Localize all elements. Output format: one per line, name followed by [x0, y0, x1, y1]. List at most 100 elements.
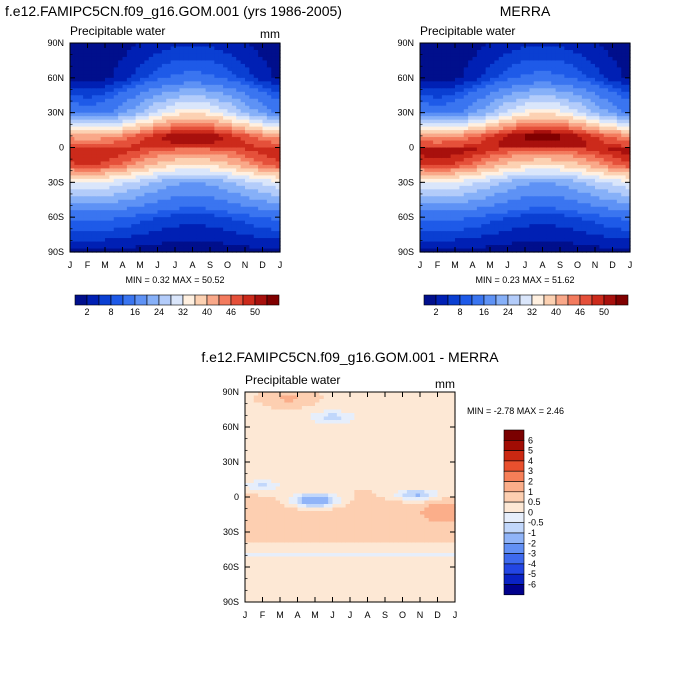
- heatmap-cell: [262, 43, 268, 48]
- heatmap-cell: [74, 140, 80, 145]
- heatmap-cell: [214, 102, 220, 107]
- heatmap-cell: [424, 88, 430, 93]
- heatmap-cell: [433, 126, 439, 131]
- heatmap-cell: [166, 241, 172, 246]
- heatmap-cell: [227, 77, 233, 82]
- heatmap-cell: [205, 144, 211, 149]
- heatmap-cell: [503, 81, 509, 86]
- heatmap-cell: [485, 91, 491, 96]
- heatmap-cell: [157, 168, 163, 173]
- heatmap-cell: [148, 130, 154, 135]
- heatmap-cell: [122, 46, 128, 51]
- heatmap-cell: [91, 88, 97, 93]
- heatmap-cell: [450, 182, 456, 187]
- heatmap-cell: [188, 137, 194, 142]
- heatmap-cell: [83, 49, 89, 55]
- heatmap-cell: [511, 43, 517, 48]
- heatmap-cell: [485, 98, 491, 103]
- heatmap-cell: [542, 63, 548, 68]
- heatmap-cell: [78, 164, 84, 169]
- heatmap-cell: [78, 234, 84, 239]
- heatmap-cell: [192, 213, 198, 218]
- heatmap-cell: [183, 102, 189, 107]
- heatmap-cell: [507, 231, 513, 236]
- heatmap-cell: [87, 227, 93, 232]
- heatmap-cell: [192, 77, 198, 82]
- heatmap-cell: [420, 130, 425, 135]
- heatmap-cell: [105, 227, 110, 232]
- colorbar-swatch: [146, 294, 160, 306]
- heatmap-cell: [485, 168, 491, 173]
- heatmap-cell: [131, 91, 137, 96]
- heatmap-cell: [91, 175, 97, 180]
- heatmap-cell: [153, 147, 159, 152]
- heatmap-cell: [485, 49, 491, 55]
- heatmap-cell: [428, 196, 434, 201]
- heatmap-cell: [91, 91, 97, 96]
- heatmap-cell: [175, 77, 180, 82]
- heatmap-cell: [153, 46, 159, 51]
- heatmap-cell: [144, 185, 150, 190]
- heatmap-cell: [463, 67, 469, 72]
- heatmap-cell: [201, 105, 207, 110]
- heatmap-cell: [218, 46, 224, 51]
- heatmap-cell: [188, 217, 194, 222]
- heatmap-cell: [498, 178, 504, 183]
- heatmap-cell: [100, 224, 106, 229]
- heatmap-cell: [271, 248, 277, 253]
- heatmap-cell: [240, 56, 246, 62]
- heatmap-cell: [511, 182, 517, 187]
- heatmap-cell: [157, 238, 163, 243]
- heatmap-cell: [551, 84, 557, 89]
- heatmap-cell: [253, 175, 259, 180]
- heatmap-cell: [249, 102, 255, 107]
- heatmap-cell: [231, 245, 237, 250]
- heatmap-cell: [170, 234, 176, 239]
- heatmap-cell: [538, 116, 544, 121]
- heatmap-cell: [74, 150, 80, 156]
- heatmap-cell: [551, 210, 557, 215]
- heatmap-cell: [131, 126, 137, 131]
- heatmap-cell: [258, 43, 264, 48]
- heatmap-cell: [266, 196, 272, 201]
- heatmap-cell: [424, 164, 430, 169]
- heatmap-cell: [546, 189, 552, 194]
- heatmap-cell: [210, 43, 215, 48]
- heatmap-cell: [223, 206, 229, 211]
- heatmap-cell: [227, 126, 233, 131]
- heatmap-cell: [161, 84, 167, 89]
- heatmap-cell: [118, 77, 124, 82]
- heatmap-cell: [481, 150, 487, 156]
- heatmap-cell: [253, 192, 259, 197]
- heatmap-cell: [144, 168, 150, 173]
- heatmap-cell: [205, 81, 211, 86]
- heatmap-cell: [437, 140, 443, 145]
- heatmap-cell: [525, 105, 530, 110]
- heatmap-cell: [192, 150, 198, 156]
- heatmap-cell: [481, 119, 487, 124]
- heatmap-cell: [481, 196, 487, 201]
- heatmap-cell: [420, 220, 425, 225]
- heatmap-cell: [91, 185, 97, 190]
- heatmap-cell: [126, 161, 132, 166]
- heatmap-cell: [153, 199, 159, 204]
- heatmap-cell: [183, 231, 189, 236]
- heatmap-cell: [498, 81, 504, 86]
- heatmap-cell: [249, 91, 255, 96]
- heatmap-cell: [161, 196, 167, 201]
- heatmap-cell: [516, 196, 522, 201]
- heatmap-cell: [161, 227, 167, 232]
- heatmap-cell: [538, 234, 544, 239]
- heatmap-cell: [450, 171, 456, 176]
- heatmap-cell: [122, 60, 128, 65]
- heatmap-cell: [490, 210, 495, 215]
- heatmap-cell: [118, 46, 124, 51]
- heatmap-cell: [236, 234, 242, 239]
- heatmap-cell: [135, 224, 141, 229]
- heatmap-cell: [450, 199, 456, 204]
- heatmap-cell: [262, 154, 268, 159]
- heatmap-cell: [231, 102, 237, 107]
- heatmap-cell: [135, 245, 141, 250]
- heatmap-cell: [555, 84, 561, 89]
- heatmap-cell: [140, 63, 145, 68]
